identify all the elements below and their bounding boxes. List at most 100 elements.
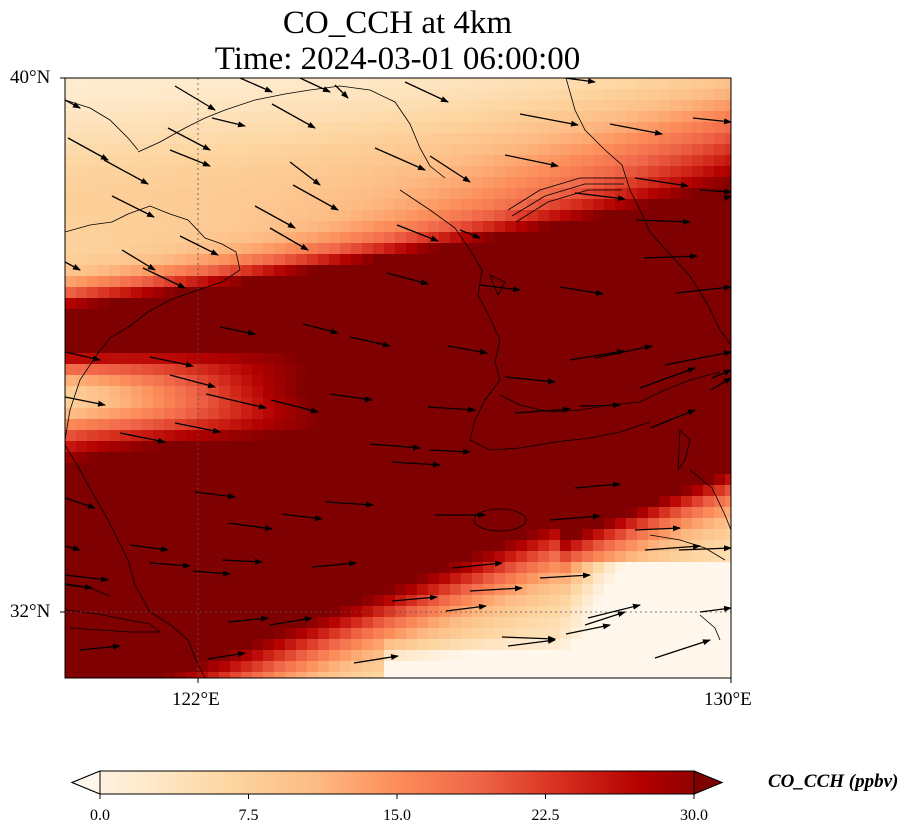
wind-arrow [103, 159, 149, 185]
wind-arrow [353, 654, 399, 664]
wind-arrow [119, 432, 166, 444]
wind-arrow [692, 117, 731, 125]
wind-arrow [429, 448, 471, 455]
wind-arrow [469, 585, 523, 592]
colorbar-label: CO_CCH (ppbv) [768, 771, 899, 792]
wind-arrow [292, 184, 339, 211]
wind-arrow [219, 326, 256, 336]
wind-arrow [723, 195, 731, 202]
wind-arrow [302, 323, 339, 335]
wind-arrow [634, 525, 681, 532]
wind-arrow [699, 188, 731, 195]
wind-arrow [504, 376, 556, 385]
wind-arrow [391, 594, 438, 602]
wind-arrow [111, 195, 155, 218]
axis-ticks [60, 77, 732, 683]
wind-arrow [67, 137, 109, 161]
wind-arrow [559, 286, 604, 296]
wind-arrow [65, 583, 93, 590]
wind-arrow [587, 603, 641, 619]
wind-arrow [584, 611, 626, 626]
wind-arrow [129, 544, 169, 553]
wind-arrow [65, 497, 96, 509]
wind-arrow [269, 616, 313, 626]
wind-arrow [65, 99, 81, 109]
wind-arrow [221, 558, 263, 565]
wind-arrow [710, 377, 731, 391]
wind-arrow [65, 545, 81, 552]
wind-arrow [270, 399, 319, 414]
wind-arrow [79, 643, 121, 651]
wind-arrow [121, 249, 156, 271]
wind-arrow [149, 562, 191, 569]
wind-arrow [65, 574, 109, 583]
wind-arrow [678, 545, 731, 552]
wind-arrow [65, 261, 81, 271]
wind-arrow [174, 422, 221, 434]
wind-arrow [429, 155, 471, 183]
wind-arrow [271, 103, 316, 129]
wind-arrow [311, 560, 357, 568]
wind-arrow [459, 229, 481, 239]
wind-arrow [396, 224, 439, 242]
lat-tick-label: 32°N [10, 601, 51, 622]
wind-arrow [391, 461, 441, 468]
wind-arrow [564, 78, 596, 85]
wind-arrow [479, 284, 521, 293]
wind-arrow [227, 522, 273, 532]
wind-arrow [167, 127, 211, 151]
wind-arrow [507, 637, 556, 647]
wind-arrow [227, 615, 269, 623]
wind-arrow [239, 78, 273, 93]
colorbar-tick-label: 30.0 [680, 807, 708, 824]
wind-arrow [374, 147, 426, 171]
map-subtitle: Time: 2024-03-01 06:00:00 [214, 41, 581, 77]
wind-arrow [149, 356, 194, 368]
wind-arrow [299, 78, 331, 93]
wind-arrow [205, 393, 267, 410]
colorbar-tick-label: 22.5 [531, 807, 560, 824]
wind-arrow [445, 603, 487, 612]
map-frame [64, 77, 732, 679]
wind-arrow [654, 639, 711, 659]
wind-arrow [254, 205, 296, 229]
wind-arrow [711, 369, 731, 379]
wind-arrow [574, 481, 621, 489]
wind-arrow [549, 513, 601, 521]
wind-arrow [539, 572, 591, 579]
wind-vectors [65, 78, 731, 664]
wind-arrow [565, 623, 611, 635]
wind-arrow [369, 443, 421, 451]
wind-arrow [192, 570, 231, 577]
wind-arrow [447, 345, 488, 355]
wind-arrow [664, 350, 731, 366]
wind-arrow [427, 406, 476, 413]
wind-arrow [634, 177, 689, 188]
wind-arrow [579, 402, 621, 409]
wind-arrow [269, 227, 309, 251]
lat-tick-label: 40°N [10, 67, 51, 88]
wind-arrow [699, 605, 731, 613]
wind-arrow [644, 543, 701, 551]
wind-arrow [329, 393, 373, 402]
wind-arrow [211, 117, 246, 128]
wind-arrow [501, 635, 556, 642]
lon-tick-label: 130°E [704, 689, 752, 710]
wind-arrow [325, 501, 374, 508]
wind-arrow [65, 351, 101, 362]
wind-arrow [635, 218, 691, 225]
colorbar-tick-label: 15.0 [383, 807, 411, 824]
colorbar-tick-label: 7.5 [238, 807, 259, 824]
wind-arrow [649, 409, 696, 429]
wind-arrow [675, 284, 731, 294]
wind-arrow [194, 491, 236, 500]
co-concentration-field [65, 78, 731, 678]
wind-arrow [594, 344, 653, 359]
wind-arrow [519, 113, 579, 127]
lon-tick-label: 122°E [172, 689, 220, 710]
wind-arrow [451, 560, 503, 569]
wind-arrow [174, 85, 216, 111]
wind-arrow [349, 336, 391, 348]
wind-arrow [142, 267, 186, 289]
